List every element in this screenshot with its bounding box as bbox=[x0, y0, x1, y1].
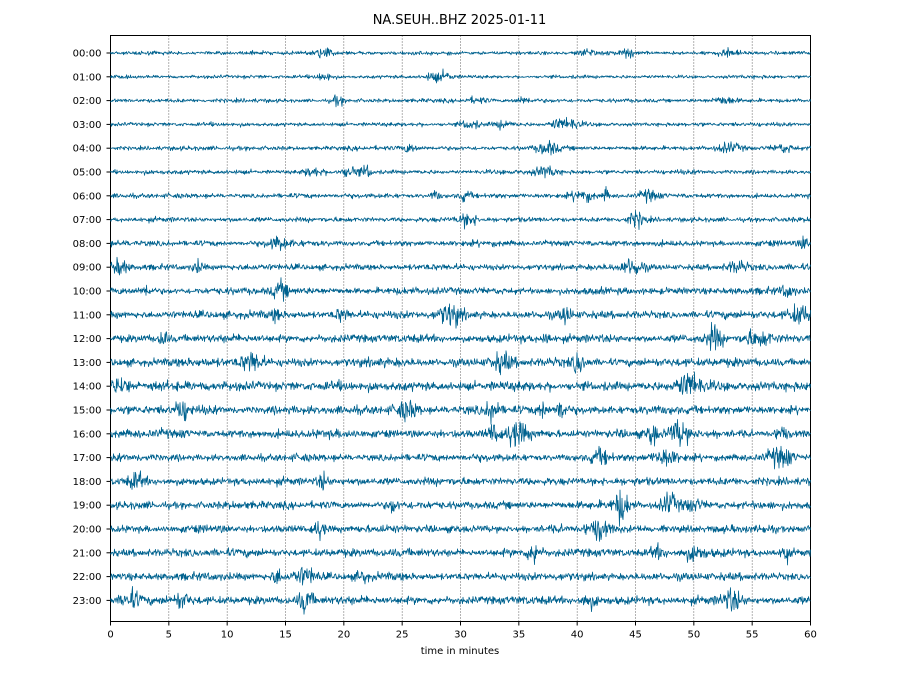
chart-title: NA.SEUH..BHZ 2025-01-11 bbox=[373, 13, 547, 28]
trace-0500 bbox=[110, 164, 811, 179]
x-tick-label: 10 bbox=[221, 630, 234, 641]
y-tick-label: 20:00 bbox=[73, 525, 102, 536]
trace-1700 bbox=[110, 445, 811, 470]
x-axis-label: time in minutes bbox=[421, 646, 500, 657]
y-tick-label: 10:00 bbox=[73, 287, 102, 298]
y-tick-label: 16:00 bbox=[73, 429, 102, 440]
trace-2200 bbox=[110, 566, 811, 586]
x-tick-label: 60 bbox=[804, 630, 817, 641]
trace-1900 bbox=[110, 489, 811, 527]
y-tick-label: 23:00 bbox=[73, 596, 102, 607]
trace-0300 bbox=[110, 116, 811, 131]
y-tick-label: 09:00 bbox=[73, 263, 102, 274]
trace-1800 bbox=[110, 470, 811, 491]
trace-2300 bbox=[110, 586, 811, 615]
trace-0200 bbox=[110, 94, 811, 108]
x-tick-label: 5 bbox=[166, 630, 172, 641]
x-tick-label: 20 bbox=[337, 630, 350, 641]
trace-0100 bbox=[110, 68, 811, 84]
y-tick-label: 17:00 bbox=[73, 453, 102, 464]
y-tick-label: 18:00 bbox=[73, 477, 102, 488]
x-tick-label: 40 bbox=[571, 630, 584, 641]
y-axis: 00:00 01:00 02:00 03:00 04:00 05:00 06:00 07:00… bbox=[73, 49, 111, 607]
y-tick-label: 05:00 bbox=[73, 168, 102, 179]
x-tick-label: 25 bbox=[396, 630, 409, 641]
trace-0000 bbox=[110, 46, 811, 59]
y-tick-label: 11:00 bbox=[73, 310, 102, 321]
seismic-traces bbox=[110, 46, 811, 615]
trace-1500 bbox=[110, 399, 811, 425]
y-tick-label: 04:00 bbox=[73, 144, 102, 155]
x-axis: 0 5 10 15 20 25 30 35 40 45 50 55 60 bbox=[107, 621, 817, 641]
trace-1300 bbox=[110, 350, 811, 376]
y-tick-label: 01:00 bbox=[73, 72, 102, 83]
y-tick-label: 03:00 bbox=[73, 120, 102, 131]
trace-1400 bbox=[110, 371, 811, 395]
x-tick-label: 30 bbox=[454, 630, 467, 641]
y-tick-label: 15:00 bbox=[73, 406, 102, 417]
trace-0400 bbox=[110, 139, 811, 156]
trace-1000 bbox=[110, 277, 811, 302]
y-tick-label: 21:00 bbox=[73, 548, 102, 559]
trace-0700 bbox=[110, 210, 811, 231]
trace-1100 bbox=[110, 303, 811, 329]
y-tick-label: 02:00 bbox=[73, 96, 102, 107]
y-tick-label: 14:00 bbox=[73, 382, 102, 393]
y-tick-label: 08:00 bbox=[73, 239, 102, 250]
y-tick-label: 19:00 bbox=[73, 501, 102, 512]
x-tick-label: 35 bbox=[512, 630, 525, 641]
y-tick-label: 13:00 bbox=[73, 358, 102, 369]
y-tick-label: 12:00 bbox=[73, 334, 102, 345]
y-tick-label: 00:00 bbox=[73, 49, 102, 60]
trace-1600 bbox=[110, 418, 811, 448]
x-tick-label: 50 bbox=[687, 630, 700, 641]
trace-2000 bbox=[110, 520, 811, 542]
trace-2100 bbox=[110, 542, 811, 566]
x-tick-label: 45 bbox=[629, 630, 642, 641]
y-tick-label: 06:00 bbox=[73, 191, 102, 202]
trace-0600 bbox=[110, 185, 811, 204]
x-tick-label: 15 bbox=[279, 630, 292, 641]
x-tick-label: 0 bbox=[107, 630, 113, 641]
trace-0900 bbox=[110, 256, 811, 276]
trace-0800 bbox=[110, 235, 811, 252]
x-tick-label: 55 bbox=[746, 630, 759, 641]
y-tick-label: 22:00 bbox=[73, 572, 102, 583]
trace-1200 bbox=[110, 321, 811, 352]
y-tick-label: 07:00 bbox=[73, 215, 102, 226]
